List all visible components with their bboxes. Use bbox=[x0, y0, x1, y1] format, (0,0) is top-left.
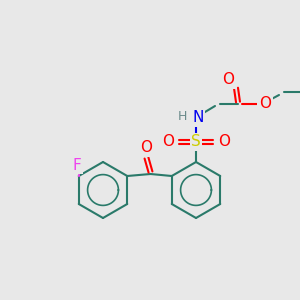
Text: N: N bbox=[192, 110, 204, 125]
Text: S: S bbox=[191, 134, 201, 149]
Text: O: O bbox=[162, 134, 174, 149]
Text: O: O bbox=[218, 134, 230, 149]
Text: O: O bbox=[140, 140, 152, 155]
Text: O: O bbox=[259, 97, 271, 112]
Text: H: H bbox=[177, 110, 187, 122]
Text: F: F bbox=[72, 158, 81, 172]
Text: O: O bbox=[222, 73, 234, 88]
